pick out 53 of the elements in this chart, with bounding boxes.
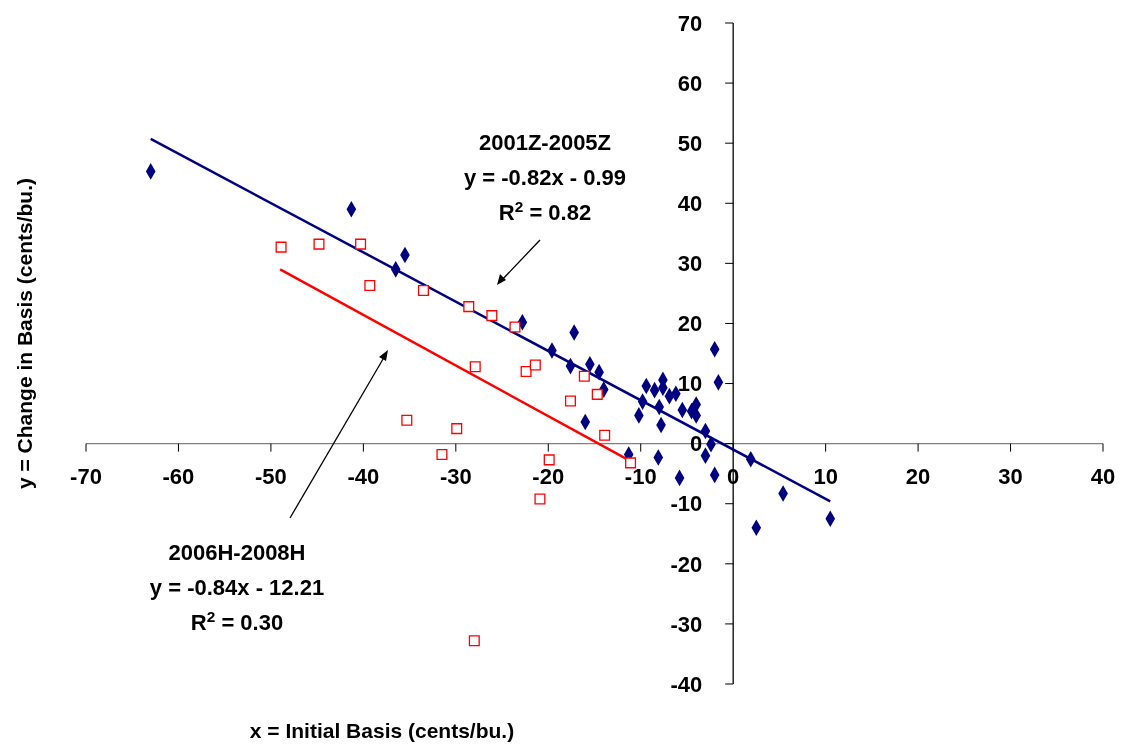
x-tick-label: 10 (813, 463, 838, 489)
x-tick-label: 20 (905, 463, 931, 489)
y-tick-label: 50 (677, 130, 703, 156)
y-tick-label: 70 (677, 10, 703, 36)
annotation: y = -0.84x - 12.21 (149, 575, 325, 600)
point (486, 310, 498, 322)
point (599, 429, 611, 441)
point (417, 284, 429, 296)
point (529, 359, 541, 371)
annotation: R$^{2}$ = 0.82 (498, 197, 592, 225)
point (543, 454, 555, 466)
y-tick-label: -20 (670, 551, 703, 577)
point (275, 241, 287, 253)
point (509, 321, 521, 333)
y-tick-label: 0 (689, 431, 703, 457)
point (625, 457, 637, 469)
x-tick-label: -50 (255, 463, 287, 489)
point (469, 361, 481, 373)
point (401, 414, 413, 426)
y-tick-label: 40 (677, 190, 703, 216)
y-tick-label: -40 (670, 671, 703, 697)
point (468, 635, 480, 647)
point (591, 388, 603, 400)
annotation: 2006H-2008H (168, 540, 306, 565)
x-tick-label: 40 (1090, 463, 1116, 489)
y-tick-label: -30 (670, 611, 703, 637)
point (364, 280, 376, 292)
x-tick-label: -70 (70, 463, 102, 489)
point (564, 395, 576, 407)
point (451, 423, 463, 435)
point (313, 238, 325, 250)
y-tick-label: 20 (677, 311, 703, 337)
x-axis-title: x = Initial Basis (cents/bu.) (249, 719, 515, 742)
y-tick-label: 10 (677, 371, 703, 397)
point (534, 493, 546, 505)
point (355, 238, 367, 250)
point (463, 301, 475, 313)
y-tick-label: 30 (677, 251, 703, 277)
x-tick-label: -60 (162, 463, 195, 489)
point (436, 448, 448, 460)
x-tick-label: -30 (439, 463, 472, 489)
x-tick-label: -20 (532, 463, 565, 489)
y-axis-title: y = Change in Basis (cents/bu.) (13, 178, 36, 489)
x-tick-label: -40 (347, 463, 380, 489)
y-tick-label: 60 (677, 70, 703, 96)
x-tick-label: 30 (998, 463, 1023, 489)
point (578, 370, 590, 382)
annotation: 2001Z-2005Z (478, 130, 612, 155)
x-tick-label: -10 (624, 463, 657, 489)
y-tick-label: -10 (670, 491, 703, 517)
point (520, 366, 532, 378)
annotation: R$^{2}$ = 0.30 (190, 607, 284, 635)
annotation: y = -0.82x - 0.99 (463, 165, 627, 190)
